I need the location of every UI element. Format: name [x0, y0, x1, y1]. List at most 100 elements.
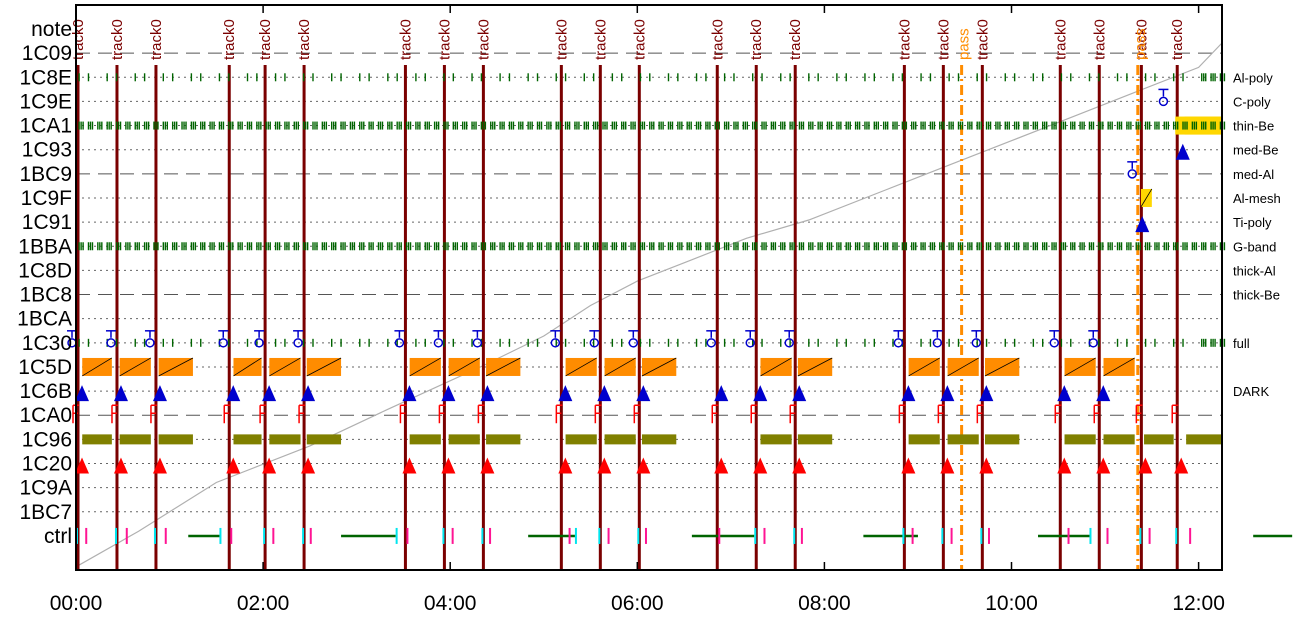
note-label-track: track0 [974, 19, 991, 60]
olive-bar [448, 434, 480, 445]
x-tick-label: 10:00 [985, 592, 1038, 615]
row-labels: note1C091C8E1C9E1CA11C931BC91C9F1C911BBA… [17, 18, 72, 548]
orange-bar-diagonal [947, 357, 979, 377]
note-label-track: track0 [475, 19, 492, 60]
row-label-1C5D: 1C5D [18, 356, 72, 379]
filter-label-1BC9: med-Al [1233, 167, 1274, 182]
row-label-1BC8: 1BC8 [19, 284, 72, 307]
filter-label-1C6B: DARK [1233, 384, 1269, 399]
olive-bar [119, 434, 151, 445]
olive-bar [1144, 434, 1174, 445]
ctrl-row-marks [76, 527, 1293, 544]
orange-bar-diagonal [485, 357, 521, 377]
note-label-track: track0 [436, 19, 453, 60]
note-label-track: track0 [709, 19, 726, 60]
gray-curve-line [75, 42, 1223, 568]
red-triangle [940, 457, 955, 474]
orange-bar-diagonal [760, 357, 792, 377]
olive-bar [233, 434, 262, 445]
cumulative-curve [75, 42, 1223, 568]
red-triangle [75, 457, 89, 474]
orange-bar-diagonal [448, 357, 481, 377]
blue-triangle [792, 385, 807, 402]
orange-bar-diagonal [604, 357, 636, 377]
orange-bar-diagonal [158, 357, 194, 377]
ot-marker [589, 338, 600, 348]
orange-bar-diagonal [1064, 357, 1096, 377]
olive-bar [908, 434, 940, 445]
note-label-track: track0 [109, 19, 126, 60]
row-label-1C20: 1C20 [22, 453, 72, 476]
olive-bar [565, 434, 597, 445]
red-triangle [979, 457, 994, 474]
bar-segments [82, 116, 1222, 445]
green-tick-rows [78, 73, 1226, 347]
row-gridlines [76, 52, 1222, 513]
orange-bar-diagonal [908, 357, 940, 377]
track-lines [76, 65, 1179, 570]
row-label-1BBA: 1BBA [18, 235, 72, 258]
olive-bar [269, 434, 301, 445]
note-label-track: track0 [935, 19, 952, 60]
filter-label-1CA1: thin-Be [1233, 119, 1274, 134]
red-triangle [753, 457, 768, 474]
blue-triangle [152, 385, 167, 402]
red-triangle [480, 457, 495, 474]
ot-marker [1127, 169, 1137, 179]
note-labels: track0 track0 track0 track0 track0 track0 trac… [70, 19, 1186, 60]
red-triangle [714, 457, 729, 474]
olive-bar [1064, 434, 1096, 445]
row-label-1C8E: 1C8E [19, 66, 72, 89]
row-label-1C93: 1C93 [22, 139, 72, 162]
note-label-track: track0 [631, 19, 648, 60]
ot-marker [932, 338, 943, 348]
red-triangle [226, 457, 241, 474]
olive-bar [760, 434, 792, 445]
note-label-pass: pass [1132, 28, 1149, 60]
note-label-track: track0 [1133, 19, 1150, 60]
ot-marker [106, 338, 116, 348]
blue-triangle [480, 385, 495, 402]
x-tick-label: 08:00 [798, 592, 851, 615]
orange-bar-diagonal [119, 357, 152, 377]
ot-marker [472, 338, 483, 348]
note-label-track: track0 [296, 19, 313, 60]
row-label-1C6B: 1C6B [19, 380, 72, 403]
x-tick-label: 12:00 [1172, 592, 1225, 615]
note-label-track: track0 [592, 19, 609, 60]
olive-bar [641, 434, 677, 445]
orange-bar-diagonal [1103, 357, 1135, 377]
ot-marker [706, 338, 717, 348]
filter-label-1C9E: C-poly [1233, 94, 1271, 109]
red-triangle [113, 457, 128, 474]
x-axis-ticks: 00:00 02:00 04:00 06:00 08:00 10:00 12:00 [50, 5, 1225, 615]
olive-bar [1103, 434, 1135, 445]
olive-bar [158, 434, 193, 445]
red-triangle [636, 457, 651, 474]
note-label-track: track0 [70, 19, 87, 60]
x-tick-label: 02:00 [237, 592, 290, 615]
red-triangle [1096, 457, 1111, 474]
blue-triangle [714, 385, 729, 402]
olive-bar [306, 434, 342, 445]
note-label-track: track0 [553, 19, 570, 60]
plot-frame [75, 4, 1223, 571]
ot-marker [971, 338, 982, 348]
note-label-track: track0 [1052, 19, 1069, 60]
blue-triangle [262, 385, 277, 402]
filter-label-1C91: Ti-poly [1233, 215, 1272, 230]
row-label-1CA0: 1CA0 [19, 404, 72, 427]
blue-triangle [1135, 216, 1150, 233]
note-label-track: track0 [257, 19, 274, 60]
blue-triangle [402, 385, 417, 402]
orange-bar-diagonal [565, 357, 597, 377]
ot-marker [1158, 96, 1169, 107]
ot-marker [394, 338, 405, 348]
orange-bar-diagonal [233, 357, 262, 377]
blue-triangle [636, 385, 651, 402]
filter-label-1C30: full [1233, 336, 1250, 351]
event-markers [67, 88, 1190, 474]
row-label-1CA1: 1CA1 [19, 115, 72, 138]
ot-marker [218, 338, 228, 348]
ot-marker [145, 338, 155, 348]
